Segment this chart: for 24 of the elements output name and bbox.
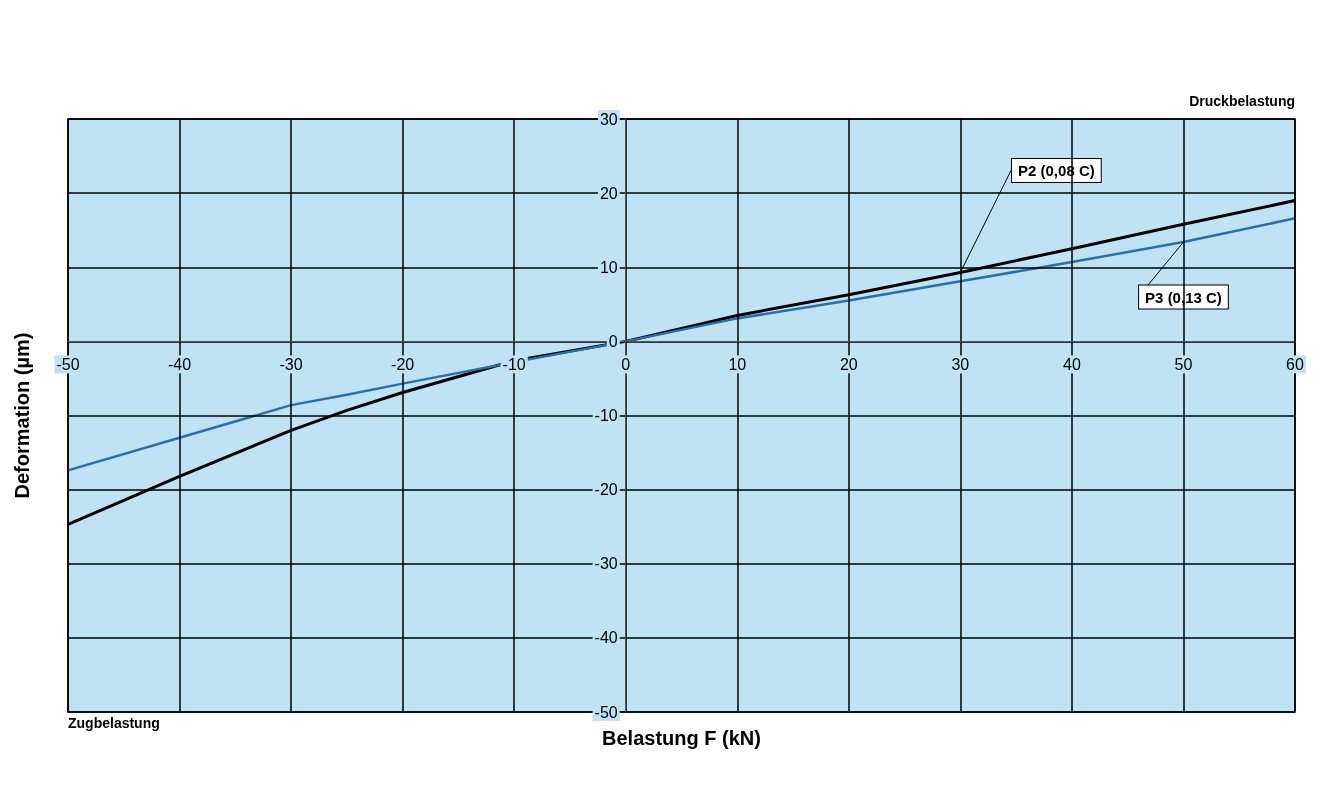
y-tick-label: 0 (608, 332, 618, 350)
x-tick-label: 50 (1174, 355, 1193, 373)
y-axis-title: Deformation (µm) (11, 332, 33, 499)
x-tick-label: -30 (279, 355, 303, 373)
text: Zugbelastung (68, 715, 160, 731)
y-tick-label: -10 (594, 407, 618, 424)
y-tick-label: -40 (594, 629, 618, 647)
y-tick-label: -30 (594, 555, 618, 573)
x-tick-label: -40 (167, 355, 192, 373)
x-tick-label: 40 (1063, 355, 1081, 373)
x-tick-label: 30 (951, 355, 970, 373)
x-tick-label: -50 (56, 355, 80, 373)
y-tick-label: 30 (599, 110, 618, 128)
text: Druckbelastung (1189, 93, 1296, 109)
x-tick-label: 10 (728, 355, 747, 373)
y-tick-label: -50 (594, 703, 618, 721)
x-tick-label: 20 (839, 355, 858, 373)
y-tick-label: 20 (599, 184, 618, 202)
y-tick-label: 10 (599, 258, 618, 276)
y-tick-label: -20 (594, 481, 618, 499)
x-tick-label: -20 (391, 355, 415, 373)
x-tick-label: 0 (621, 355, 631, 373)
x-tick-label: 60 (1286, 355, 1304, 373)
x-axis-title: Belastung F (kN) (602, 727, 761, 749)
